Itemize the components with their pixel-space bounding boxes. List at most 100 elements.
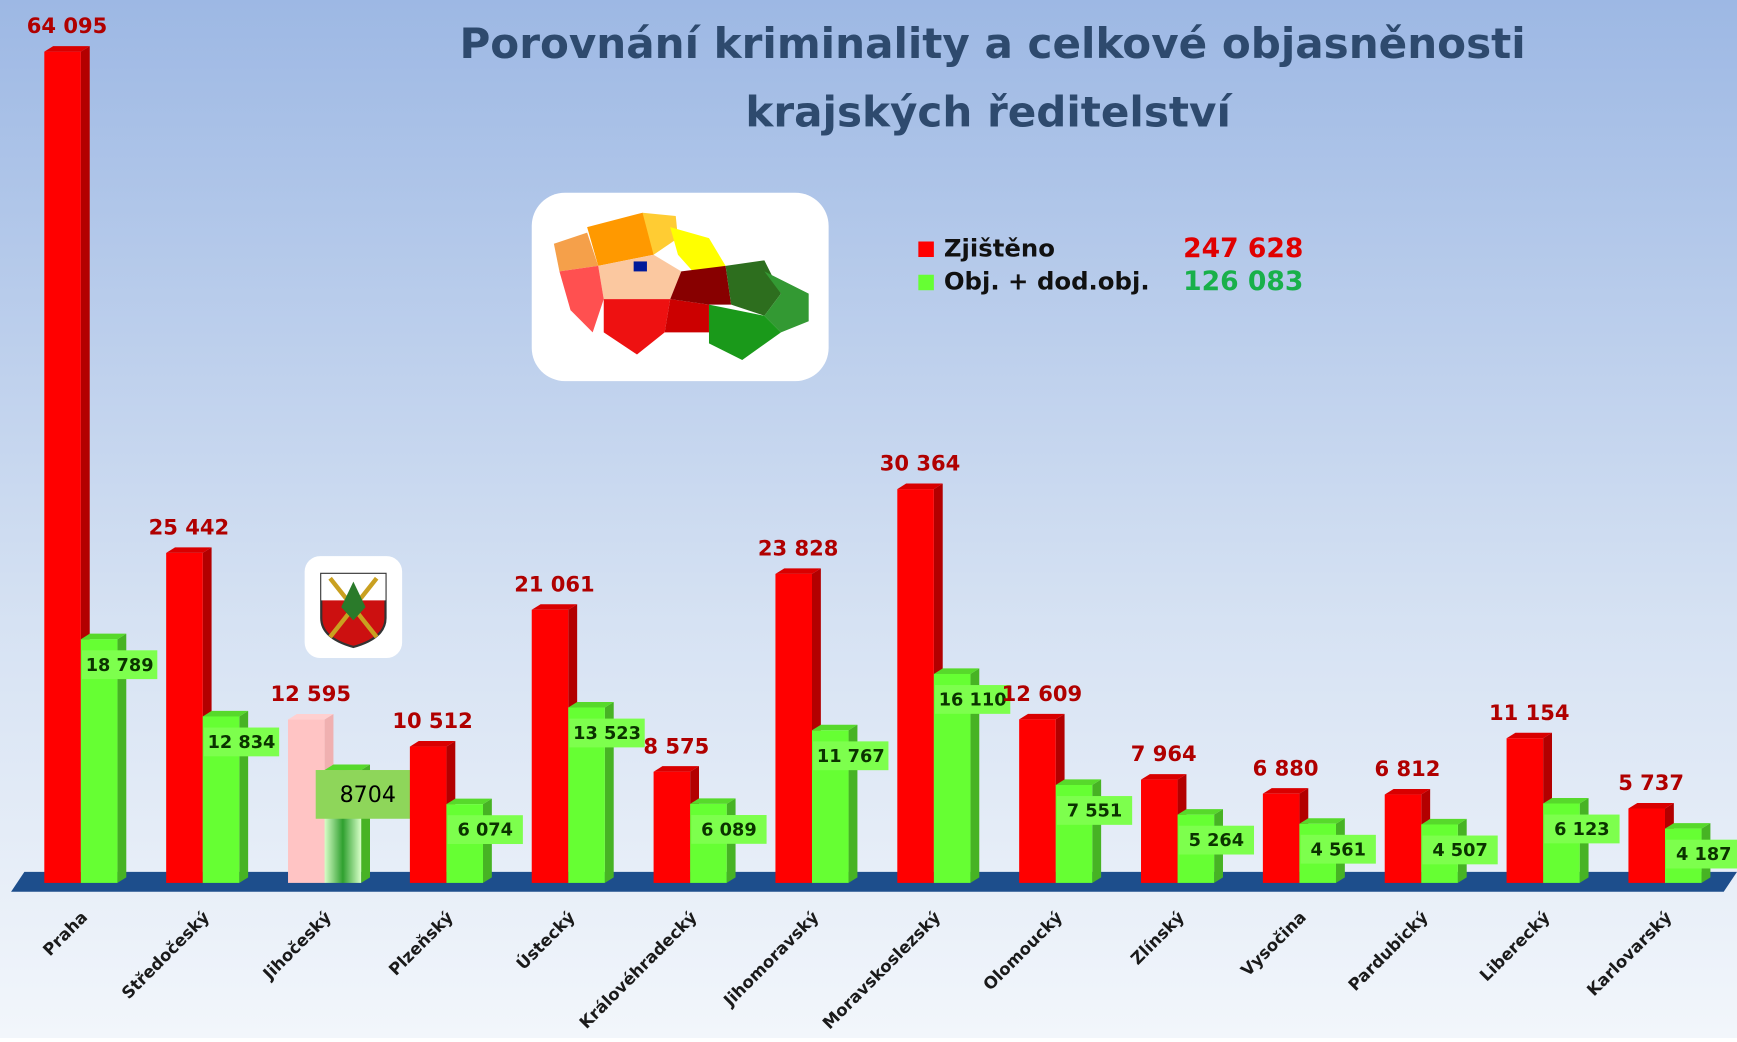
bar-top	[409, 741, 456, 747]
bar	[80, 633, 127, 883]
bar-top	[1299, 818, 1345, 824]
bar	[1262, 788, 1309, 883]
data-label: 6 880	[1253, 755, 1319, 780]
bar-side	[970, 668, 980, 883]
data-label: 12 595	[270, 681, 351, 706]
bar	[1384, 789, 1431, 883]
data-label: 5 737	[1618, 770, 1684, 795]
data-label: 4 507	[1432, 841, 1487, 861]
data-label-box	[447, 815, 523, 845]
data-label: 6 812	[1375, 756, 1441, 781]
emblem	[304, 556, 403, 659]
bar-front	[775, 573, 813, 883]
bar-top	[1055, 779, 1102, 785]
data-label: 21 061	[514, 571, 595, 596]
bar-top	[1262, 788, 1309, 794]
data-label: 12 834	[208, 733, 276, 753]
data-label: 7 964	[1131, 741, 1197, 766]
bar-top	[653, 766, 700, 772]
data-label: 4 187	[1676, 845, 1731, 865]
bar-top	[897, 483, 943, 490]
data-label-box	[813, 741, 889, 771]
bar-top	[1664, 823, 1711, 829]
bar-top	[1628, 802, 1674, 809]
bar-side	[1092, 779, 1102, 883]
bar-top	[324, 764, 370, 771]
data-label-box	[569, 718, 645, 748]
bar-front	[1628, 808, 1665, 883]
data-label: 6 074	[457, 821, 512, 841]
bar-front	[409, 746, 447, 883]
data-label-box	[1178, 825, 1255, 855]
bar	[1055, 779, 1102, 883]
data-label-box	[1422, 835, 1498, 865]
data-label: 8704	[340, 782, 396, 808]
bar-top	[531, 604, 578, 610]
legend-label: Obj. + dod.obj.	[944, 266, 1150, 295]
bar	[653, 766, 700, 883]
bar	[1628, 802, 1674, 883]
bar-front	[1384, 794, 1422, 883]
data-label-box	[1666, 839, 1737, 869]
bar-top	[80, 633, 127, 640]
base-platform	[11, 871, 1737, 892]
data-label: 11 767	[817, 747, 885, 767]
data-label-box	[1544, 814, 1620, 844]
bar-top	[288, 714, 334, 720]
bar-front	[166, 552, 203, 883]
data-label-box	[81, 650, 158, 680]
legend-total: 126 083	[1183, 266, 1303, 297]
bar-top	[202, 710, 249, 717]
data-label: 18 789	[86, 656, 154, 676]
bar-top	[44, 46, 90, 52]
legend-total: 247 628	[1183, 233, 1303, 264]
data-label-box	[1056, 796, 1133, 825]
bar-top	[1506, 732, 1553, 739]
data-label: 25 442	[149, 515, 230, 540]
bar-top	[166, 547, 212, 553]
data-label: 64 095	[27, 13, 108, 38]
bar	[1141, 774, 1187, 883]
bar-front	[1019, 719, 1056, 883]
data-label: 6 123	[1554, 820, 1609, 840]
bar-side	[117, 633, 127, 883]
data-label-box	[203, 727, 280, 757]
data-label: 13 523	[573, 724, 641, 744]
data-label-box	[315, 770, 420, 819]
bar-front	[653, 771, 691, 883]
data-label: 5 264	[1189, 831, 1244, 851]
bar-top	[1177, 809, 1223, 815]
bar-top	[1421, 818, 1467, 825]
bar-top	[568, 701, 614, 708]
data-label-box	[934, 685, 1011, 714]
data-label: 8 575	[643, 733, 709, 758]
data-label: 6 089	[701, 821, 756, 841]
legend-swatch	[918, 274, 934, 291]
data-label-box	[1300, 834, 1376, 864]
map-icon	[531, 192, 829, 382]
bar-top	[775, 568, 821, 574]
data-label: 7 551	[1067, 802, 1122, 822]
bar-front	[897, 489, 934, 883]
bar-front	[1262, 793, 1300, 883]
data-label: 30 364	[880, 451, 961, 476]
bar-front	[1141, 779, 1178, 883]
chart-title: Porovnání kriminality a celkové objasněn…	[459, 19, 1525, 68]
data-label: 12 609	[1002, 681, 1083, 706]
data-label-box	[691, 815, 767, 844]
data-label: 4 561	[1310, 840, 1365, 860]
bar-top	[690, 798, 736, 804]
bar-top	[933, 668, 980, 674]
bar-front	[44, 51, 81, 883]
bar-top	[1141, 774, 1187, 780]
bar-top	[446, 798, 492, 805]
bar-front	[80, 639, 118, 883]
data-label: 11 154	[1489, 700, 1570, 725]
bar-top	[812, 724, 858, 731]
data-label: 10 512	[392, 708, 473, 733]
bar-front	[531, 609, 569, 883]
bar-top	[1543, 797, 1589, 804]
bar-front	[1506, 738, 1544, 883]
